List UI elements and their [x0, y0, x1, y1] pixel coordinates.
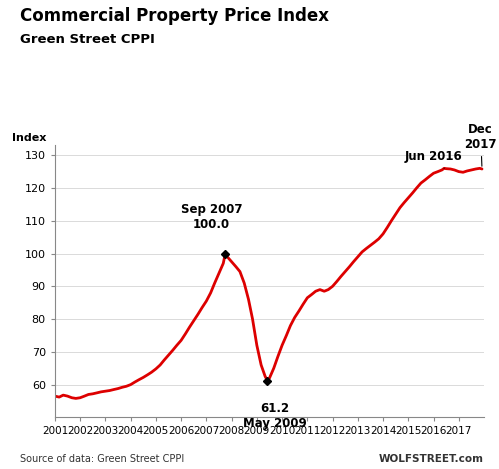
- Text: Jun 2016: Jun 2016: [405, 151, 463, 168]
- Text: Green Street CPPI: Green Street CPPI: [20, 33, 155, 46]
- Text: Commercial Property Price Index: Commercial Property Price Index: [20, 7, 329, 25]
- Text: 61.2
May 2009: 61.2 May 2009: [243, 402, 307, 430]
- Text: Sep 2007
100.0: Sep 2007 100.0: [181, 203, 242, 231]
- Text: Index: Index: [12, 133, 46, 143]
- Text: Source of data: Green Street CPPI: Source of data: Green Street CPPI: [20, 454, 184, 464]
- Text: Dec
2017: Dec 2017: [465, 123, 497, 166]
- Text: WOLFSTREET.com: WOLFSTREET.com: [379, 454, 484, 464]
